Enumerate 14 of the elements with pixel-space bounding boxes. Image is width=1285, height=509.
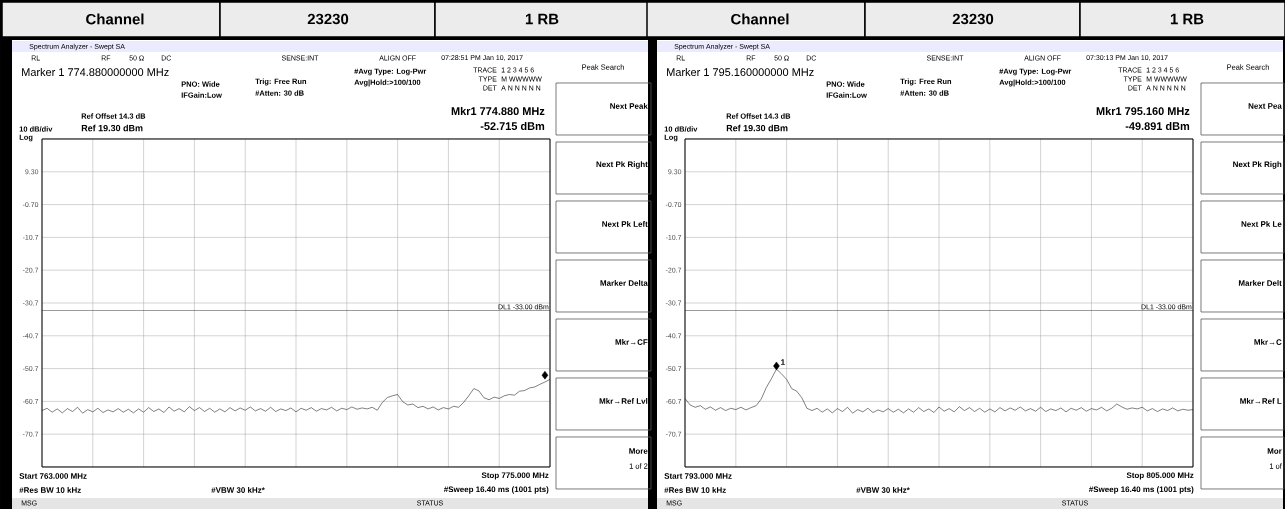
text: -52.715 dBm (480, 121, 545, 131)
text: 1 RB (525, 13, 559, 25)
text: Marker 1 795.160000000 MHz (667, 67, 814, 77)
chart-title: Channel (731, 13, 789, 25)
chart-title: Channel (86, 13, 144, 25)
text: Ref 19.30 dBm (81, 124, 143, 132)
text: Mkr1 774.880 MHz (451, 106, 545, 116)
text: Mkr1 795.160 MHz (1096, 106, 1190, 116)
text: Ref 19.30 dBm (726, 124, 788, 132)
chart-subtitle: 23230 (307, 13, 349, 25)
chart-subtitle: 23230 (952, 13, 994, 25)
text: 1 RB (1170, 13, 1204, 25)
text: Marker 1 774.880000000 MHz (22, 67, 169, 77)
text: -49.891 dBm (1125, 121, 1190, 131)
